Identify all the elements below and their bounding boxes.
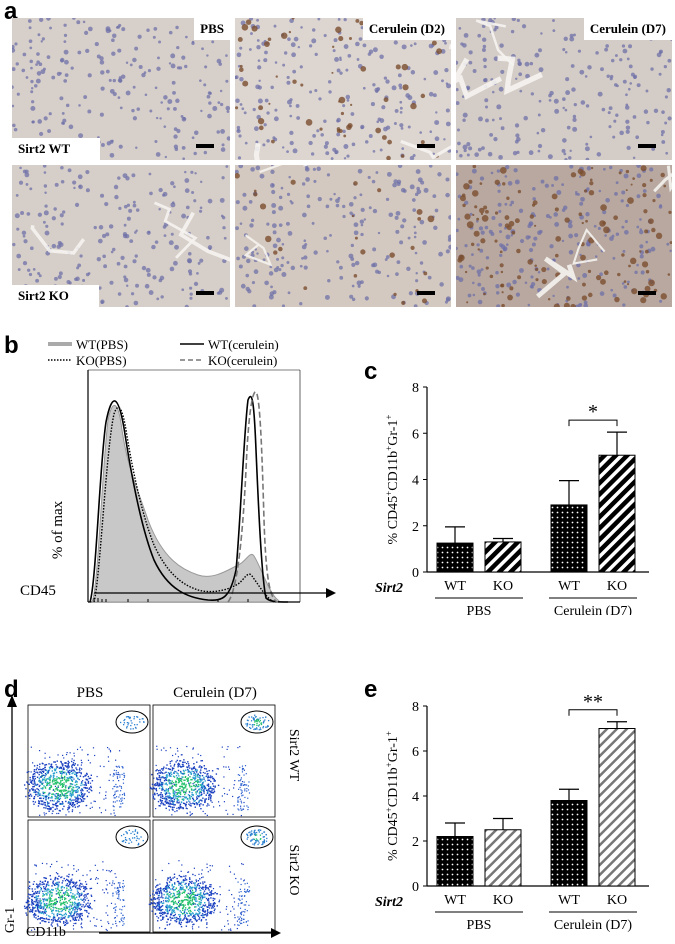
scale-bar	[417, 144, 435, 148]
panel-e-label: e	[364, 676, 378, 703]
x-tick-label: KO	[607, 579, 627, 594]
significance-bracket	[568, 419, 618, 427]
significance-marker: *	[588, 401, 598, 423]
hist-wt-pbs	[91, 405, 282, 603]
legend-wt-cerulein: WT(cerulein)	[208, 337, 279, 352]
group-label: PBS	[467, 918, 492, 933]
micrograph-column-label: Cerulein (D2)	[362, 18, 451, 40]
bar-chart-c: 0 2 4 6 8 % CD45+CD11b+Gr-1+ WT KO WT KO Sirt2 PBS C…	[375, 381, 649, 615]
bar	[550, 504, 588, 573]
y-tick-label: 6	[412, 745, 419, 760]
y-axis-label: % CD45+CD11b+Gr-1+	[384, 731, 401, 861]
group-label: Cerulein (D7)	[554, 918, 632, 933]
y-tick-label: 2	[412, 520, 419, 535]
micrograph-row-label: Sirt2 KO	[12, 285, 99, 307]
x-tick-label: WT	[444, 893, 466, 908]
hist-wt-cerulein	[89, 395, 289, 603]
y-tick-label: 2	[412, 835, 419, 850]
gate-ellipse	[240, 825, 274, 849]
flow-row-wt: Sirt2 WT	[286, 729, 301, 782]
flow-col-cerulein: Cerulein (D7)	[173, 685, 257, 701]
micrograph-tile	[456, 165, 672, 307]
flow-scatter-plot	[149, 704, 276, 818]
panel-d-label: d	[4, 676, 19, 703]
micrograph-tile	[235, 18, 451, 160]
y-tick-label: 6	[412, 427, 419, 442]
scale-bar	[638, 291, 656, 295]
flow-y-label: Gr-1	[3, 907, 18, 933]
group-label: PBS	[467, 604, 492, 615]
bar	[598, 728, 636, 887]
micrograph-tile	[12, 18, 230, 160]
scale-bar	[417, 291, 435, 295]
panel-a-label: a	[4, 0, 18, 25]
cd45-histogram: WT(PBS) KO(PBS) WT(cerulein) KO(cerulein…	[48, 337, 301, 603]
micrograph-tile	[235, 165, 451, 307]
scale-bar	[196, 144, 214, 148]
significance-bracket	[568, 709, 618, 716]
gene-label: Sirt2	[375, 895, 403, 910]
flow-row-ko: Sirt2 KO	[286, 845, 301, 896]
hist-ko-pbs	[93, 406, 275, 603]
flow-col-pbs: PBS	[77, 685, 104, 701]
legend-wt-pbs: WT(PBS)	[76, 337, 128, 352]
y-tick-label: 8	[412, 700, 419, 715]
panel-c-label: c	[364, 358, 378, 385]
significance-marker: **	[583, 692, 603, 713]
legend-ko-pbs: KO(PBS)	[76, 353, 127, 368]
flow-x-arrow	[99, 928, 281, 938]
micrograph-column-label: PBS	[194, 18, 230, 40]
y-tick-label: 4	[412, 474, 419, 489]
scale-bar	[196, 291, 214, 295]
y-tick-label: 8	[412, 381, 419, 396]
bar	[436, 836, 474, 887]
scale-bar	[638, 144, 656, 148]
micrograph-row-label: Sirt2 WT	[12, 138, 101, 160]
micrograph-tile	[456, 18, 672, 160]
flow-scatter-plot	[23, 819, 151, 933]
x-tick-label: KO	[493, 893, 513, 908]
x-tick-label: KO	[493, 579, 513, 594]
y-tick-label: 4	[412, 790, 419, 805]
hist-x-label: CD45	[20, 583, 56, 599]
bar	[436, 542, 474, 573]
bar-chart-e: 0 2 4 6 8 % CD45+CD11b+Gr-1+ WT KO WT KO Sirt2 PBS C…	[375, 692, 649, 933]
y-tick-label: 0	[412, 566, 419, 581]
bar	[550, 800, 588, 887]
x-tick-label: KO	[607, 893, 627, 908]
gate-ellipse	[115, 825, 149, 849]
legend-ko-cerulein: KO(cerulein)	[208, 353, 277, 368]
hist-y-label: % of max	[50, 500, 66, 559]
bar	[598, 454, 636, 573]
bar	[484, 829, 522, 887]
panel-b-label: b	[4, 332, 19, 359]
y-tick-label: 0	[412, 880, 419, 895]
hist-x-arrow	[94, 588, 336, 598]
x-tick-label: WT	[558, 579, 580, 594]
flow-scatter-plot	[148, 819, 276, 933]
gate-ellipse	[115, 710, 149, 734]
histogram-legend: WT(PBS) KO(PBS) WT(cerulein) KO(cerulein…	[48, 337, 279, 368]
bar	[484, 541, 522, 573]
flow-cytometry-panel: PBS Cerulein (D7) Sirt2 WT Sirt2 KO Gr-1	[3, 685, 301, 933]
group-label: Cerulein (D7)	[554, 604, 632, 615]
gene-label: Sirt2	[375, 581, 403, 596]
gate-ellipse	[240, 710, 274, 734]
flow-x-label: CD11b	[26, 925, 66, 940]
micrograph-column-label: Cerulein (D7)	[583, 18, 672, 40]
x-tick-label: WT	[558, 893, 580, 908]
y-axis-label: % CD45+CD11b+Gr-1+	[384, 415, 401, 545]
x-tick-label: WT	[444, 579, 466, 594]
flow-scatter-plot	[23, 704, 151, 818]
